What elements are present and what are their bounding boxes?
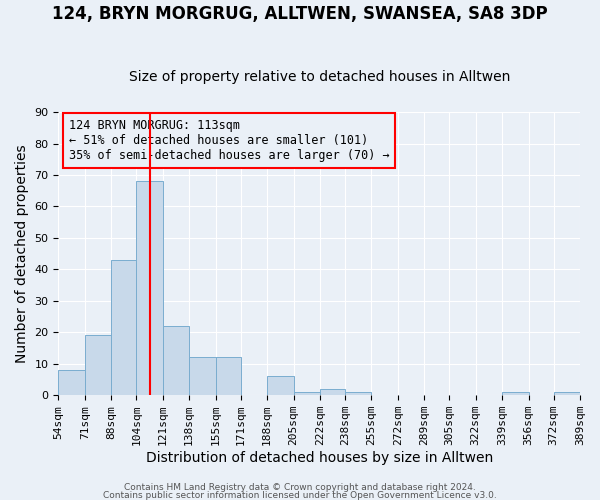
Bar	[215, 358, 241, 395]
Bar	[136, 182, 163, 395]
Bar	[112, 260, 136, 395]
Bar	[320, 389, 345, 395]
Text: Contains public sector information licensed under the Open Government Licence v3: Contains public sector information licen…	[103, 490, 497, 500]
X-axis label: Distribution of detached houses by size in Alltwen: Distribution of detached houses by size …	[146, 451, 493, 465]
Bar	[502, 392, 529, 395]
Bar	[85, 336, 112, 395]
Text: 124, BRYN MORGRUG, ALLTWEN, SWANSEA, SA8 3DP: 124, BRYN MORGRUG, ALLTWEN, SWANSEA, SA8…	[52, 5, 548, 23]
Text: 124 BRYN MORGRUG: 113sqm
← 51% of detached houses are smaller (101)
35% of semi-: 124 BRYN MORGRUG: 113sqm ← 51% of detach…	[69, 119, 389, 162]
Bar	[293, 392, 320, 395]
Bar	[189, 358, 215, 395]
Title: Size of property relative to detached houses in Alltwen: Size of property relative to detached ho…	[128, 70, 510, 85]
Bar	[267, 376, 293, 395]
Bar	[554, 392, 580, 395]
Bar	[58, 370, 85, 395]
Bar	[163, 326, 189, 395]
Bar	[345, 392, 371, 395]
Text: Contains HM Land Registry data © Crown copyright and database right 2024.: Contains HM Land Registry data © Crown c…	[124, 484, 476, 492]
Y-axis label: Number of detached properties: Number of detached properties	[15, 144, 29, 363]
